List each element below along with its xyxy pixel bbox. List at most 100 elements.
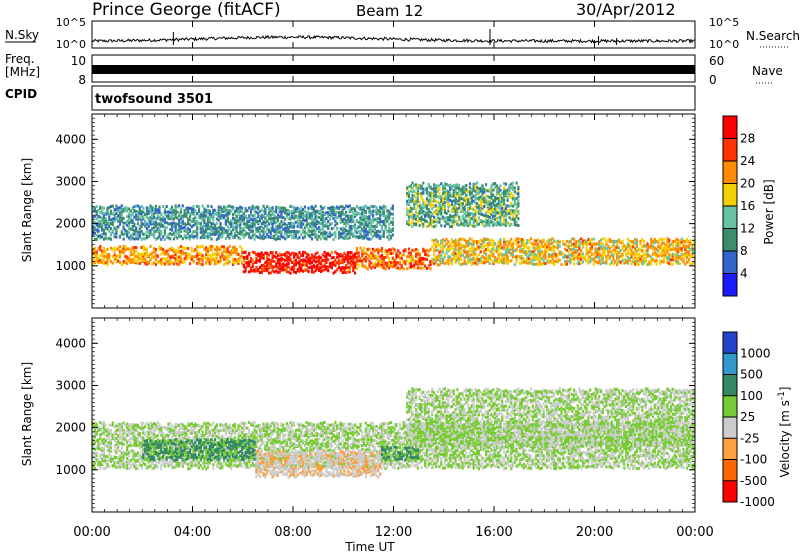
data-cell xyxy=(219,259,221,262)
data-cell xyxy=(451,263,453,266)
data-cell xyxy=(528,246,530,249)
freq-label-2: [MHz] xyxy=(5,65,40,79)
data-cell xyxy=(544,255,546,258)
data-cell xyxy=(383,210,385,213)
data-cell xyxy=(356,247,358,250)
data-cell xyxy=(189,228,191,231)
data-cell xyxy=(492,253,494,256)
data-cell xyxy=(636,244,638,247)
data-cell xyxy=(264,217,266,220)
data-cell xyxy=(543,239,545,242)
data-cell xyxy=(668,239,670,242)
y-tick-label: 1000 xyxy=(55,259,86,273)
data-cell xyxy=(381,228,383,231)
data-cell xyxy=(117,225,119,228)
data-cell xyxy=(359,247,361,250)
data-cell xyxy=(553,250,555,253)
data-cell xyxy=(194,215,196,218)
data-cell xyxy=(408,248,410,251)
data-cell xyxy=(325,261,327,264)
data-cell xyxy=(106,248,108,251)
data-cell xyxy=(657,250,659,253)
data-cell xyxy=(403,253,405,256)
data-cell xyxy=(119,235,121,238)
data-cell xyxy=(422,199,424,202)
data-cell xyxy=(329,217,331,220)
data-cell xyxy=(193,205,195,208)
colorbar-segment xyxy=(723,251,737,274)
colorbar-tick-label: 8 xyxy=(740,244,748,258)
data-cell xyxy=(401,257,403,260)
data-cell xyxy=(512,194,514,197)
data-cell xyxy=(196,249,198,252)
data-cell xyxy=(214,209,216,212)
y-tick-label: 3000 xyxy=(55,174,86,188)
colorbar-tick-label: 16 xyxy=(740,199,755,213)
data-cell xyxy=(688,258,690,261)
data-cell xyxy=(202,263,204,266)
data-cell xyxy=(510,202,512,205)
data-cell xyxy=(119,256,121,259)
noise-left-tick-bottom: 10^0 xyxy=(56,38,86,51)
data-cell xyxy=(327,258,329,261)
data-cell xyxy=(103,451,105,454)
data-cell xyxy=(392,213,394,216)
data-cell xyxy=(160,233,162,236)
data-cell xyxy=(656,259,658,262)
data-cell xyxy=(510,259,512,262)
data-cell xyxy=(438,188,440,191)
data-cell xyxy=(108,465,110,468)
data-cell xyxy=(516,182,518,185)
data-cell xyxy=(263,205,265,208)
data-cell xyxy=(178,204,180,207)
data-cell xyxy=(345,211,347,214)
beam-label: Beam 12 xyxy=(356,2,423,20)
data-cell xyxy=(182,204,184,207)
data-cell xyxy=(641,249,643,252)
data-cell xyxy=(202,245,204,248)
noise-panel: N.Sky 10^5 10^0 10^5 10^0 N.Search xyxy=(5,16,800,51)
data-cell xyxy=(458,216,460,219)
data-cell xyxy=(155,205,157,208)
data-cell xyxy=(304,235,306,238)
data-cell xyxy=(349,236,351,239)
data-cell xyxy=(413,266,415,269)
data-cell xyxy=(419,200,421,203)
data-cell xyxy=(521,255,523,258)
data-cell xyxy=(227,217,229,220)
data-cell xyxy=(198,210,200,213)
data-cell xyxy=(320,237,322,240)
data-cell xyxy=(481,184,483,187)
data-cell xyxy=(194,209,196,212)
data-cell xyxy=(132,219,134,222)
data-cell xyxy=(517,217,519,220)
data-cell xyxy=(512,242,514,245)
data-cell xyxy=(144,220,146,223)
data-cell xyxy=(336,227,338,230)
data-cell xyxy=(381,247,383,250)
data-cell xyxy=(331,222,333,225)
data-cell xyxy=(516,221,518,224)
data-cell xyxy=(123,217,125,220)
data-cell xyxy=(636,239,638,242)
data-cell xyxy=(259,260,261,263)
data-cell xyxy=(584,256,586,259)
data-cell xyxy=(103,258,105,261)
data-cell xyxy=(209,210,211,213)
data-cell xyxy=(465,184,467,187)
data-cell xyxy=(164,229,166,232)
data-cell xyxy=(160,212,162,215)
data-cell xyxy=(415,207,417,210)
data-cell xyxy=(121,214,123,217)
data-cell xyxy=(499,184,501,187)
data-cell xyxy=(503,238,505,241)
data-cell xyxy=(480,250,482,253)
data-cell xyxy=(275,251,277,254)
data-cell xyxy=(164,218,166,221)
data-cell xyxy=(228,237,230,240)
data-cell xyxy=(198,205,200,208)
data-cell xyxy=(517,186,519,189)
data-cell xyxy=(237,253,239,256)
data-cell xyxy=(257,206,259,209)
